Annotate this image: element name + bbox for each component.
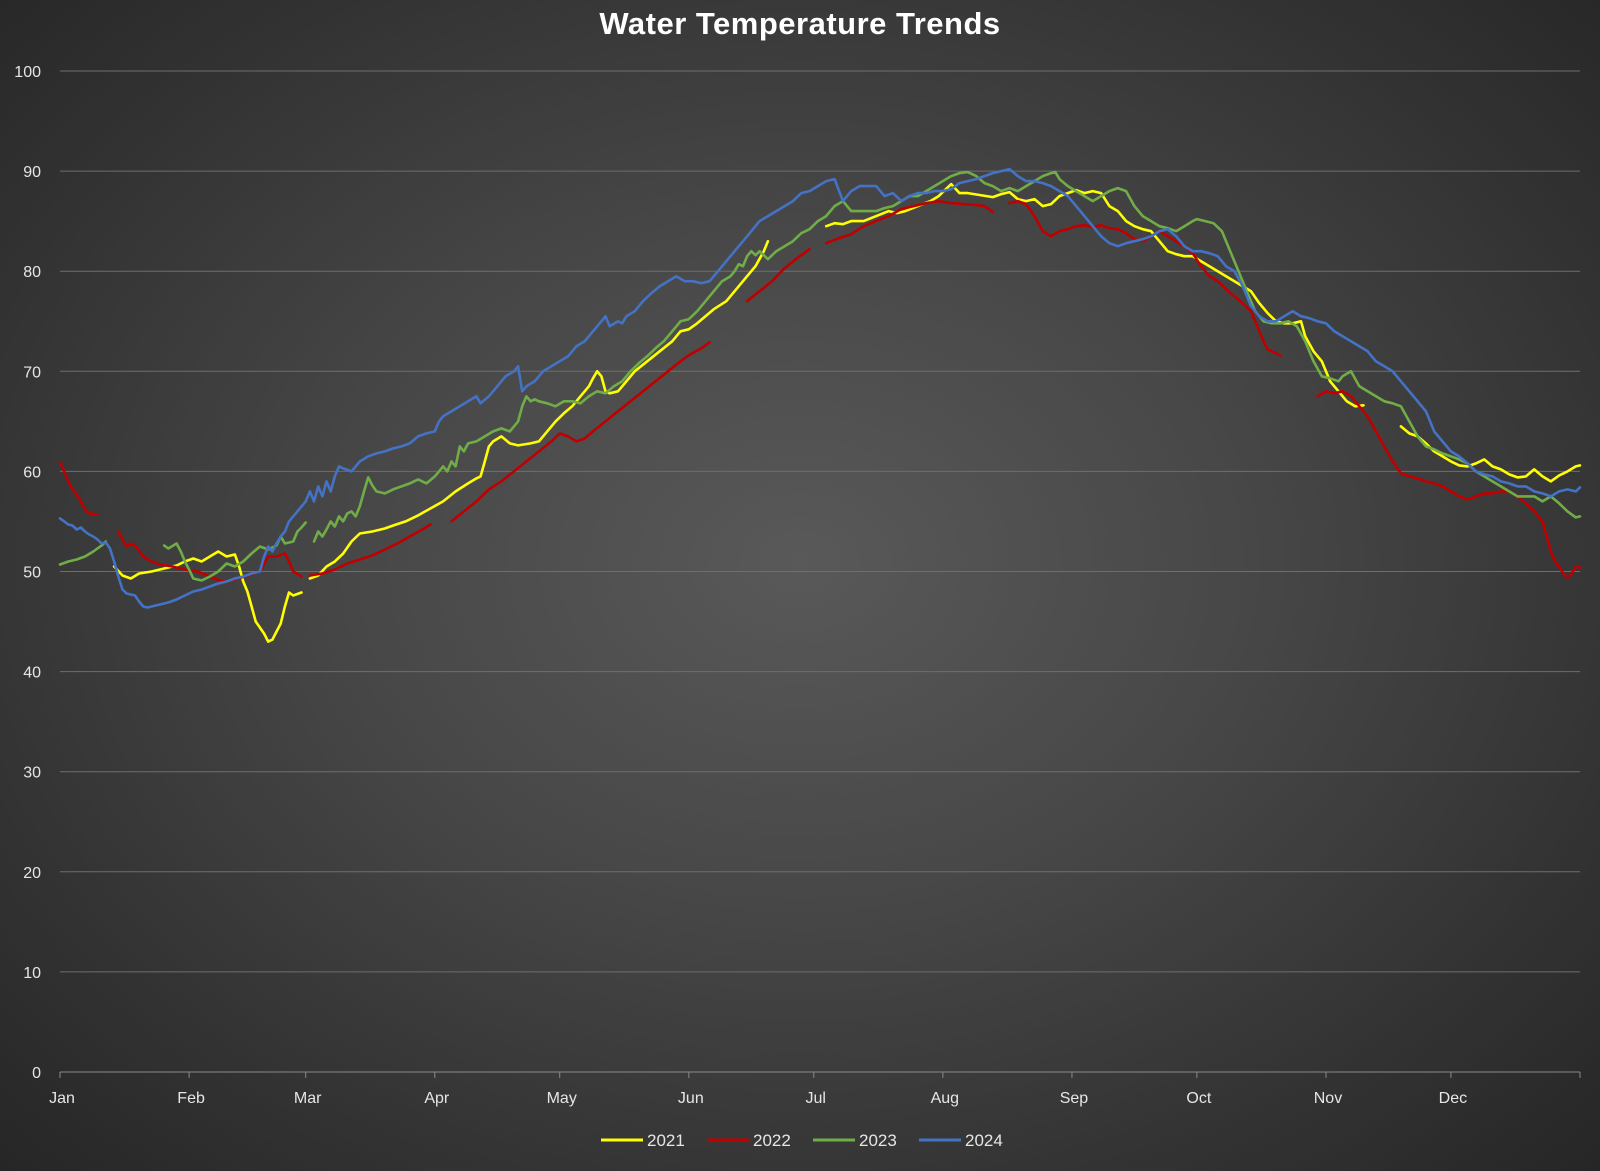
series-2023 (58, 170, 1582, 582)
x-tick-label: Jan (49, 1090, 75, 1107)
x-tick-label: Mar (294, 1090, 322, 1107)
y-tick-label: 80 (23, 264, 41, 281)
y-tick-label: 60 (23, 464, 41, 481)
y-tick-label: 100 (14, 64, 41, 81)
series-2022-line-segment-3 (450, 341, 711, 523)
x-tick-label: Jul (806, 1090, 826, 1107)
legend-label-2023: 2023 (859, 1131, 897, 1150)
series-2021-line-segment-3 (1399, 425, 1582, 483)
series-2024-line-segment-0 (58, 167, 1582, 609)
series-lines (58, 167, 1582, 643)
x-tick-label: Nov (1314, 1090, 1342, 1107)
series-2022-line-segment-4 (745, 247, 811, 303)
x-tick-label: Apr (424, 1090, 450, 1107)
series-2023-line-segment-1 (162, 521, 307, 582)
x-tick-label: Oct (1186, 1090, 1211, 1107)
series-2023-line-segment-2 (312, 170, 1582, 543)
x-tick-label: Sep (1060, 1090, 1089, 1107)
legend-label-2022: 2022 (753, 1131, 791, 1150)
y-axis-tick-labels: 0 10 20 30 40 50 60 70 80 90 100 (14, 64, 41, 1082)
series-2024 (58, 167, 1582, 609)
x-tick-label: Aug (931, 1090, 959, 1107)
y-tick-label: 40 (23, 665, 41, 682)
y-tick-label: 70 (23, 364, 41, 381)
x-axis: Jan Feb Mar Apr May Jun Jul Aug Sep Oct Nov Dec (49, 1071, 1581, 1107)
series-2022-line-segment-7 (1316, 390, 1582, 579)
series-2021-line-segment-1 (308, 239, 770, 580)
legend: 2021 2022 2023 2024 (601, 1131, 1003, 1150)
legend-label-2021: 2021 (647, 1131, 685, 1150)
x-tick-label: May (547, 1090, 577, 1107)
legend-label-2024: 2024 (965, 1131, 1003, 1150)
x-tick-label: Jun (678, 1090, 704, 1107)
series-2022-line-segment-2 (308, 523, 432, 577)
x-tick-label: Feb (177, 1090, 205, 1107)
x-tick-label: Dec (1439, 1090, 1467, 1107)
series-2022-line-segment-5 (824, 199, 995, 245)
chart-title: Water Temperature Trends (599, 6, 1000, 41)
y-tick-label: 90 (23, 164, 41, 181)
y-tick-label: 20 (23, 865, 41, 882)
series-2021-line-segment-2 (824, 182, 1365, 408)
series-2022-line-segment-1 (117, 530, 303, 583)
y-tick-label: 50 (23, 565, 41, 582)
gridlines (60, 70, 1580, 973)
y-tick-label: 0 (32, 1065, 41, 1082)
series-2021-line-segment-0 (112, 550, 303, 643)
series-2021 (112, 182, 1582, 643)
series-2022-line-segment-0 (58, 461, 99, 516)
y-tick-label: 10 (23, 965, 41, 982)
y-tick-label: 30 (23, 765, 41, 782)
series-2023-line-segment-0 (58, 540, 108, 566)
